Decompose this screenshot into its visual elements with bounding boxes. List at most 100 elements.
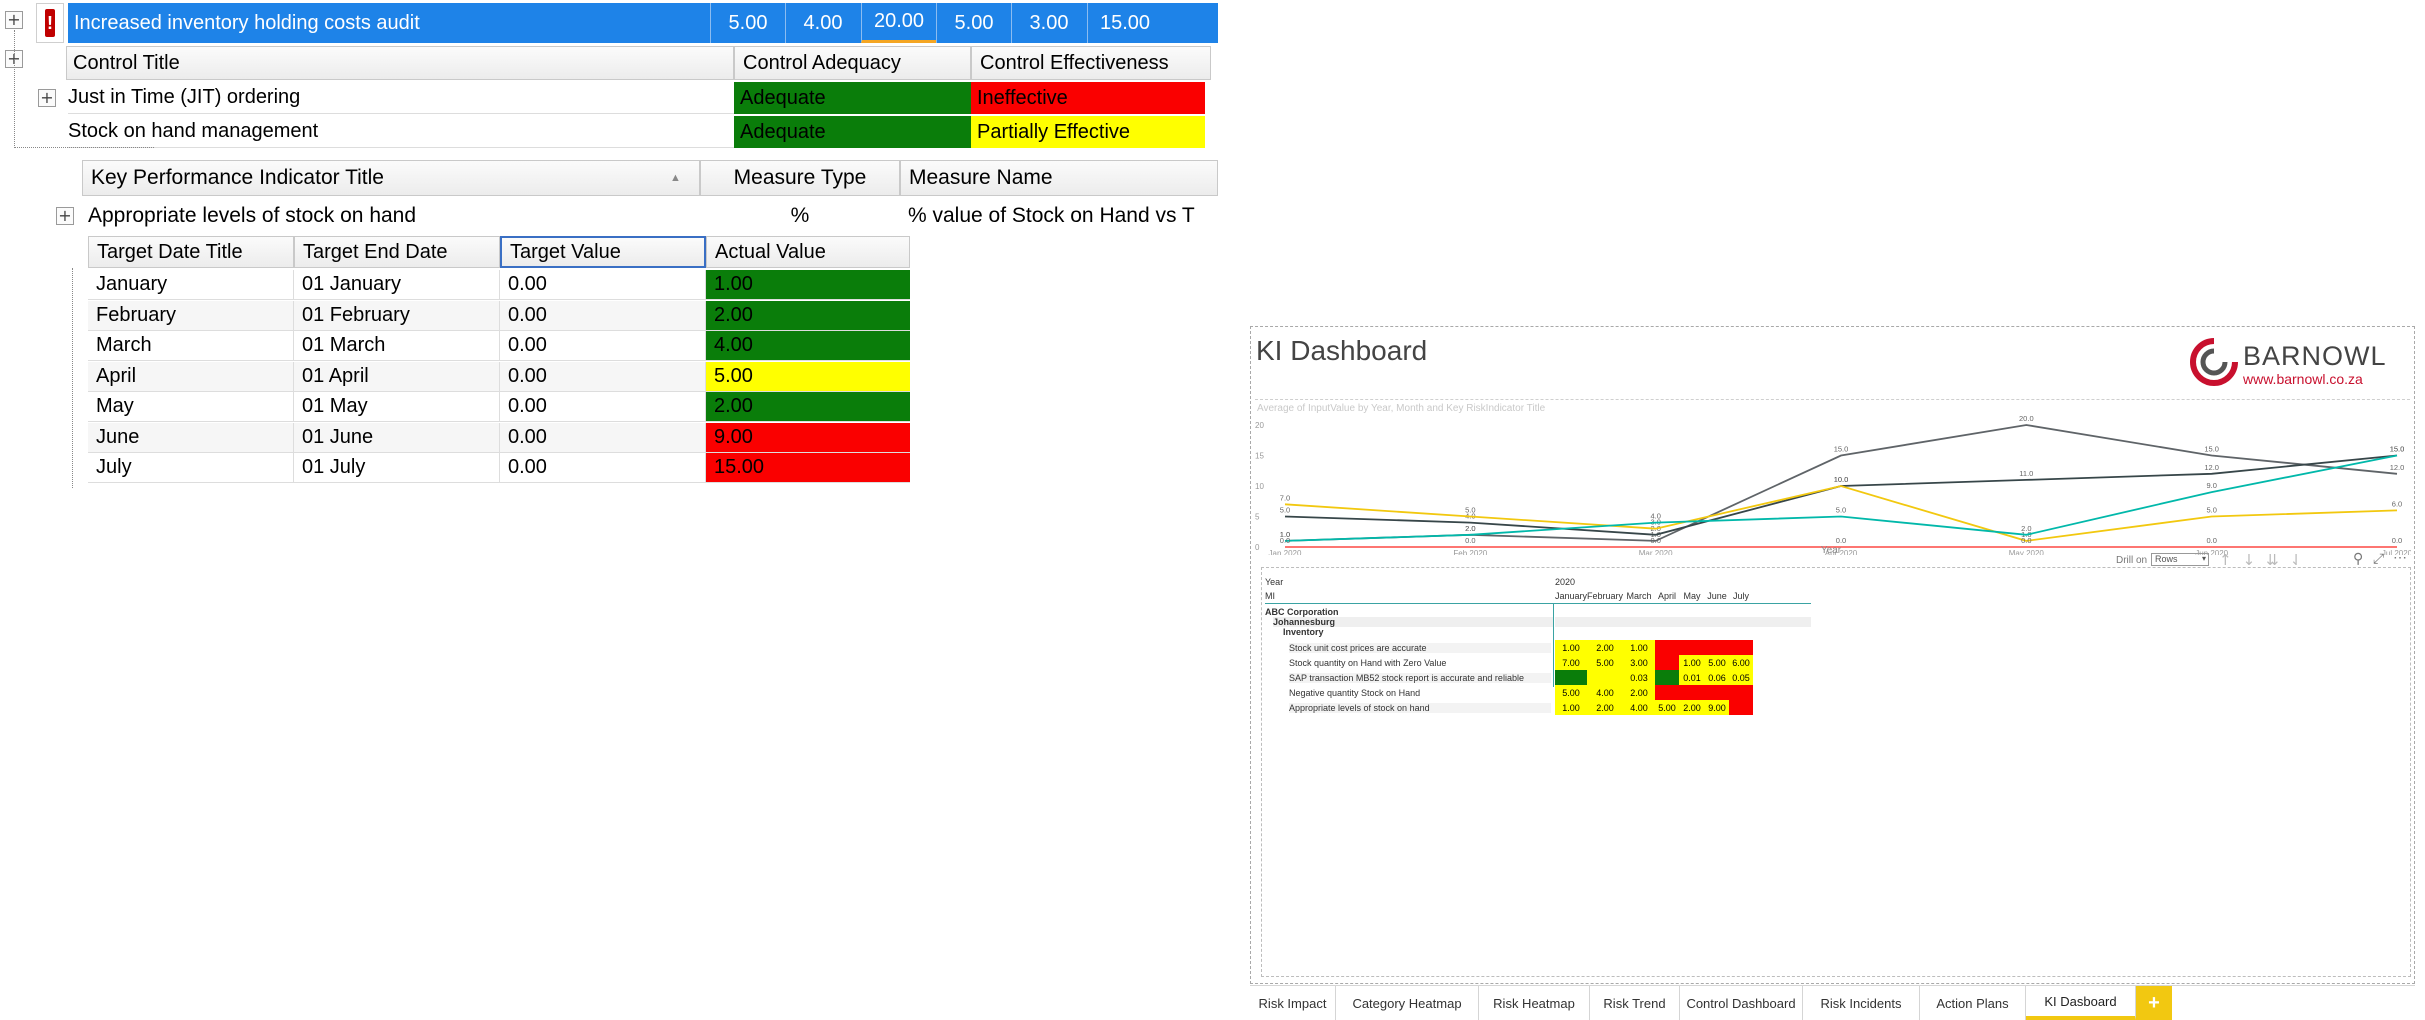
control-adequacy-cell[interactable]: Adequate — [734, 116, 971, 148]
risk-value-cell[interactable]: 3.00 — [1011, 3, 1086, 43]
col-target-value[interactable]: Target Value — [500, 236, 706, 268]
matrix-value-cell[interactable]: 1.00 — [1623, 640, 1655, 655]
matrix-row-label[interactable]: Appropriate levels of stock on hand — [1289, 703, 1551, 713]
risk-value-cell[interactable]: 5.00 — [936, 3, 1011, 43]
risk-value-cell[interactable]: 5.00 — [710, 3, 785, 43]
col-measure-type[interactable]: Measure Type — [700, 160, 900, 196]
matrix-row-label[interactable]: SAP transaction MB52 stock report is acc… — [1289, 673, 1551, 683]
target-end-date[interactable]: 01 April — [294, 361, 500, 392]
matrix-value-cell[interactable]: 5.00 — [1705, 655, 1729, 670]
actual-value-cell[interactable]: 15.00 — [706, 453, 910, 483]
more-options-icon[interactable]: ⋯ — [2393, 549, 2407, 565]
col-control-adequacy[interactable]: Control Adequacy — [734, 46, 971, 80]
matrix-month-header[interactable]: April — [1657, 591, 1676, 601]
actual-value-cell[interactable]: 1.00 — [706, 270, 910, 300]
matrix-row-label[interactable]: Stock unit cost prices are accurate — [1289, 643, 1551, 653]
target-date-title[interactable]: January — [88, 270, 294, 300]
matrix-row-label[interactable]: Stock quantity on Hand with Zero Value — [1289, 658, 1447, 668]
matrix-value-cell[interactable] — [1587, 670, 1623, 685]
target-value[interactable]: 0.00 — [500, 270, 706, 300]
report-tab[interactable]: Control Dashboard — [1680, 986, 1803, 1020]
report-tab[interactable]: Risk Impact — [1250, 986, 1336, 1020]
matrix-value-cell[interactable] — [1705, 640, 1729, 655]
kpi-measure-name[interactable]: % value of Stock on Hand vs T — [908, 204, 1195, 227]
matrix-value-cell[interactable]: 1.00 — [1555, 700, 1587, 715]
matrix-visual[interactable] — [1261, 567, 2411, 977]
target-date-title[interactable]: April — [88, 361, 294, 392]
matrix-month-header[interactable]: February — [1587, 591, 1624, 601]
actual-value-cell[interactable]: 9.00 — [706, 422, 910, 453]
drill-toolbar-icons[interactable]: ↑↓⇊⇃ — [2219, 551, 2314, 569]
report-tab[interactable]: Risk Incidents — [1803, 986, 1920, 1020]
kpi-measure-type[interactable]: % — [790, 204, 810, 227]
col-target-end-date[interactable]: Target End Date — [294, 236, 500, 268]
drill-select[interactable]: Rows ▾ — [2151, 553, 2209, 566]
matrix-value-cell[interactable]: 2.00 — [1679, 700, 1705, 715]
actual-value-cell[interactable]: 4.00 — [706, 331, 910, 361]
matrix-value-cell[interactable] — [1655, 655, 1679, 670]
matrix-value-cell[interactable]: 5.00 — [1655, 700, 1679, 715]
matrix-value-cell[interactable]: 0.05 — [1729, 670, 1753, 685]
series-line[interactable] — [1284, 454, 2398, 542]
matrix-value-cell[interactable]: 5.00 — [1587, 655, 1623, 670]
matrix-month-header[interactable]: March — [1626, 591, 1652, 601]
matrix-value-cell[interactable]: 6.00 — [1729, 655, 1753, 670]
series-line[interactable] — [1284, 485, 2398, 542]
matrix-month-header[interactable]: July — [1732, 591, 1749, 601]
report-tab[interactable]: Category Heatmap — [1336, 986, 1479, 1020]
col-measure-name[interactable]: Measure Name — [900, 160, 1218, 196]
target-end-date[interactable]: 01 June — [294, 422, 500, 453]
target-end-date[interactable]: 01 February — [294, 300, 500, 331]
matrix-value-cell[interactable]: 5.00 — [1555, 685, 1587, 700]
series-line[interactable] — [1284, 454, 2398, 536]
matrix-value-cell[interactable]: 3.00 — [1623, 655, 1655, 670]
target-value[interactable]: 0.00 — [500, 331, 706, 361]
col-target-date-title[interactable]: Target Date Title — [88, 236, 294, 268]
target-value[interactable]: 0.00 — [500, 392, 706, 422]
risk-title[interactable]: Increased inventory holding costs audit — [74, 11, 420, 34]
matrix-value-cell[interactable]: 4.00 — [1623, 700, 1655, 715]
matrix-month-header[interactable]: June — [1707, 591, 1727, 601]
target-date-title[interactable]: February — [88, 300, 294, 331]
target-value[interactable]: 0.00 — [500, 422, 706, 453]
col-kpi-title[interactable]: Key Performance Indicator Title — [82, 160, 700, 196]
matrix-value-cell[interactable]: 7.00 — [1555, 655, 1587, 670]
target-date-title[interactable]: May — [88, 392, 294, 422]
matrix-value-cell[interactable]: 0.01 — [1679, 670, 1705, 685]
matrix-value-cell[interactable]: 2.00 — [1587, 700, 1623, 715]
expand-control-row-button[interactable]: + — [38, 89, 56, 107]
report-tab[interactable]: Risk Trend — [1590, 986, 1680, 1020]
target-value[interactable]: 0.00 — [500, 361, 706, 392]
target-date-title[interactable]: July — [88, 453, 294, 483]
matrix-value-cell[interactable] — [1555, 670, 1587, 685]
matrix-value-cell[interactable] — [1729, 685, 1753, 700]
brand-url[interactable]: www.barnowl.co.za — [2243, 371, 2363, 387]
control-row-title[interactable]: Stock on hand management — [68, 116, 734, 148]
matrix-value-cell[interactable] — [1655, 640, 1679, 655]
expand-kpi-row-button[interactable]: + — [56, 207, 74, 225]
target-date-title[interactable]: March — [88, 331, 294, 361]
report-tab[interactable]: KI Dasboard — [2026, 986, 2136, 1020]
actual-value-cell[interactable]: 5.00 — [706, 361, 910, 392]
target-end-date[interactable]: 01 January — [294, 270, 500, 300]
matrix-value-cell[interactable] — [1729, 700, 1753, 715]
matrix-value-cell[interactable]: 2.00 — [1623, 685, 1655, 700]
kpi-row-title[interactable]: Appropriate levels of stock on hand — [88, 204, 417, 227]
matrix-value-cell[interactable]: 0.03 — [1623, 670, 1655, 685]
control-effectiveness-cell[interactable]: Ineffective — [971, 82, 1205, 114]
matrix-value-cell[interactable] — [1655, 670, 1679, 685]
report-tab[interactable]: Action Plans — [1920, 986, 2026, 1020]
add-tab-button[interactable]: + — [2136, 986, 2172, 1020]
matrix-month-header[interactable]: May — [1683, 591, 1701, 601]
matrix-value-cell[interactable]: 1.00 — [1679, 655, 1705, 670]
target-end-date[interactable]: 01 March — [294, 331, 500, 361]
matrix-value-cell[interactable]: 4.00 — [1587, 685, 1623, 700]
matrix-value-cell[interactable] — [1679, 640, 1705, 655]
target-end-date[interactable]: 01 May — [294, 392, 500, 422]
focus-mode-icon[interactable]: ⤢ — [2373, 551, 2385, 567]
control-row-title[interactable]: Just in Time (JIT) ordering — [68, 82, 734, 114]
target-date-title[interactable]: June — [88, 422, 294, 453]
target-value[interactable]: 0.00 — [500, 453, 706, 483]
filter-icon[interactable]: ⚲ — [2353, 551, 2364, 567]
matrix-value-cell[interactable]: 1.00 — [1555, 640, 1587, 655]
